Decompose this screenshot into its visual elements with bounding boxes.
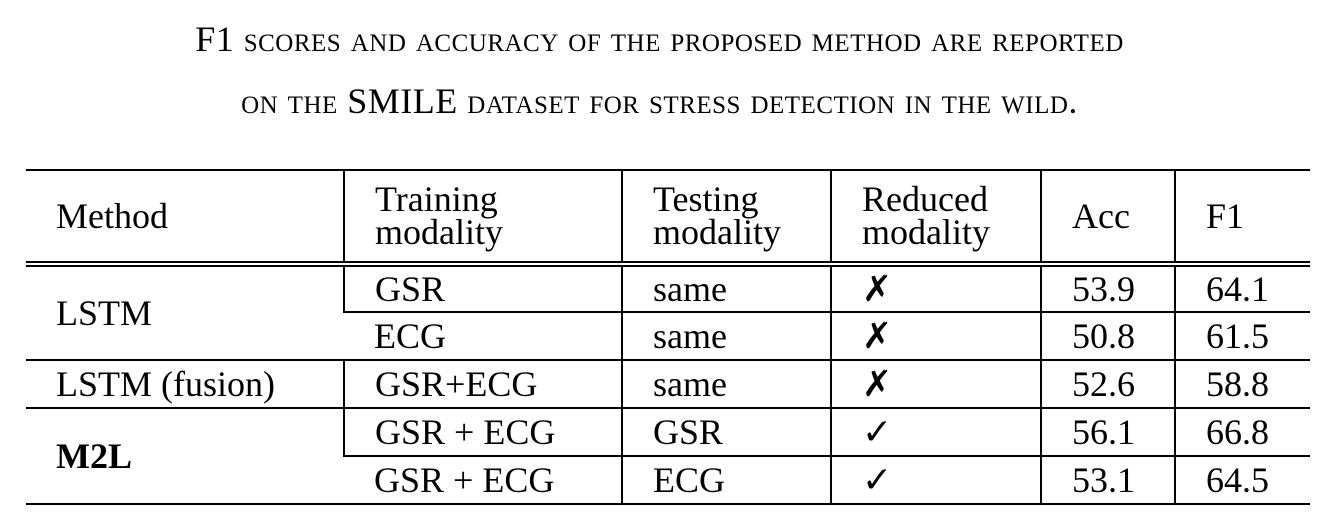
- training-modality-cell: ECG: [344, 312, 622, 361]
- f1-cell: 64.1: [1174, 264, 1310, 313]
- results-table: Method Training modality Testing modalit…: [26, 169, 1310, 505]
- reduced-modality-cell: ✗: [830, 264, 1041, 313]
- caption-line-2: on the SMILE dataset for stress detectio…: [241, 81, 1078, 121]
- reduced-modality-cell: ✗: [830, 360, 1041, 409]
- f1-cell: 66.8: [1174, 408, 1310, 457]
- table-row: LSTM (fusion) GSR+ECG same ✗ 52.6 58.8: [26, 360, 1310, 409]
- acc-cell: 52.6: [1040, 360, 1175, 409]
- training-modality-cell: GSR + ECG: [344, 456, 622, 505]
- table-body: LSTM GSR same ✗ 53.9 64.1 ECG same ✗ 50.8 61.5 LSTM…: [26, 264, 1310, 505]
- method-cell: M2L: [26, 408, 344, 505]
- testing-modality-cell: same: [621, 264, 831, 313]
- training-modality-cell: GSR+ECG: [343, 360, 622, 409]
- table-row: GSR + ECG ECG ✓ 53.1 64.5: [26, 456, 1310, 505]
- f1-cell: 61.5: [1174, 312, 1310, 361]
- table-row: LSTM GSR same ✗ 53.9 64.1: [26, 264, 1310, 361]
- acc-cell: 53.1: [1040, 456, 1175, 505]
- header-method: Method: [26, 170, 344, 267]
- acc-cell: 50.8: [1040, 312, 1175, 361]
- testing-modality-cell: GSR: [621, 408, 831, 457]
- table-row: ECG same ✗ 50.8 61.5: [26, 312, 1310, 361]
- caption-line-1: F1 scores and accuracy of the proposed m…: [195, 19, 1124, 59]
- testing-modality-cell: same: [621, 360, 831, 409]
- table-row: M2L GSR + ECG GSR ✓ 56.1 66.8: [26, 408, 1310, 505]
- header-reduced-modality: Reduced modality: [830, 170, 1041, 267]
- header-testing-modality: Testing modality: [621, 170, 831, 267]
- reduced-modality-cell: ✗: [830, 312, 1041, 361]
- f1-cell: 58.8: [1174, 360, 1310, 409]
- header-row: Method Training modality Testing modalit…: [26, 170, 1310, 267]
- training-modality-cell: GSR: [343, 264, 622, 313]
- method-cell: LSTM (fusion): [26, 360, 344, 409]
- reduced-modality-cell: ✓: [830, 456, 1041, 505]
- header-training-modality: Training modality: [343, 170, 622, 267]
- testing-modality-cell: same: [621, 312, 831, 361]
- header-f1: F1: [1174, 170, 1310, 267]
- table-caption: F1 scores and accuracy of the proposed m…: [0, 8, 1319, 132]
- reduced-modality-cell: ✓: [830, 408, 1041, 457]
- acc-cell: 53.9: [1040, 264, 1175, 313]
- testing-modality-cell: ECG: [621, 456, 831, 505]
- method-cell: LSTM: [26, 264, 344, 361]
- acc-cell: 56.1: [1040, 408, 1175, 457]
- f1-cell: 64.5: [1174, 456, 1310, 505]
- header-acc: Acc: [1040, 170, 1175, 267]
- training-modality-cell: GSR + ECG: [343, 408, 622, 457]
